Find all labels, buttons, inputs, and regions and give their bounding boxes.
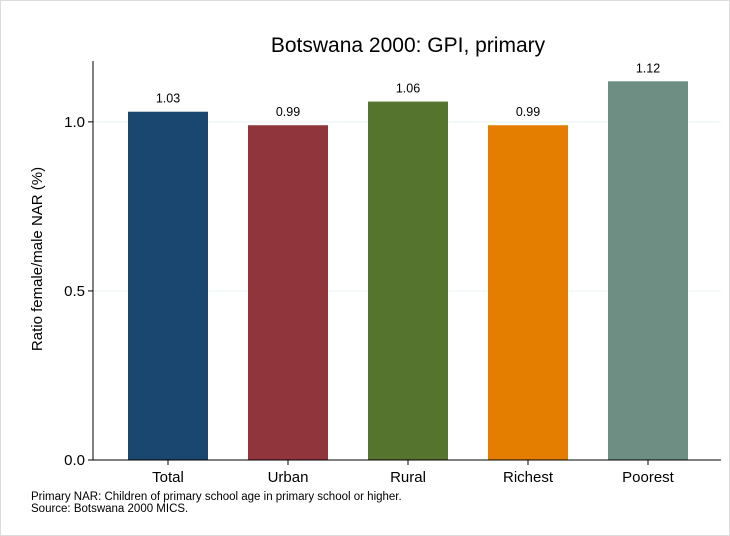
y-tick-label: 0.0 [64,452,85,469]
bar-richest [488,125,568,461]
note-definition: Primary NAR: Children of primary school … [31,491,402,503]
bars: 1.03 0.99 1.06 0.99 1.12 [128,61,688,461]
x-tick-label: Poorest [622,469,675,486]
note-source: Source: Botswana 2000 MICS. [31,503,189,515]
bar-poorest [608,81,688,460]
x-tick-label: Rural [390,469,426,486]
x-tick-label: Urban [268,469,309,486]
chart-title: Botswana 2000: GPI, primary [271,34,546,57]
bar-urban [248,125,328,461]
bar-value-label: 0.99 [516,105,540,119]
y-tick-label: 1.0 [64,114,85,131]
bar-total [128,111,208,460]
bar-rural [368,101,448,461]
bar-value-label: 1.03 [156,92,180,106]
chart-notes: Primary NAR: Children of primary school … [31,491,402,515]
bar-value-label: 1.06 [396,82,420,96]
bar-value-label: 0.99 [276,105,300,119]
x-tick-label: Richest [503,469,554,486]
y-tick-label: 0.5 [64,283,85,300]
x-tick-label: Total [152,469,184,486]
axes: 0.0 0.5 1.0 Total Urban Rural Richest Poorest [64,61,721,486]
bar-value-label: 1.12 [636,61,660,75]
y-axis-label: Ratio female/male NAR (%) [29,167,46,351]
